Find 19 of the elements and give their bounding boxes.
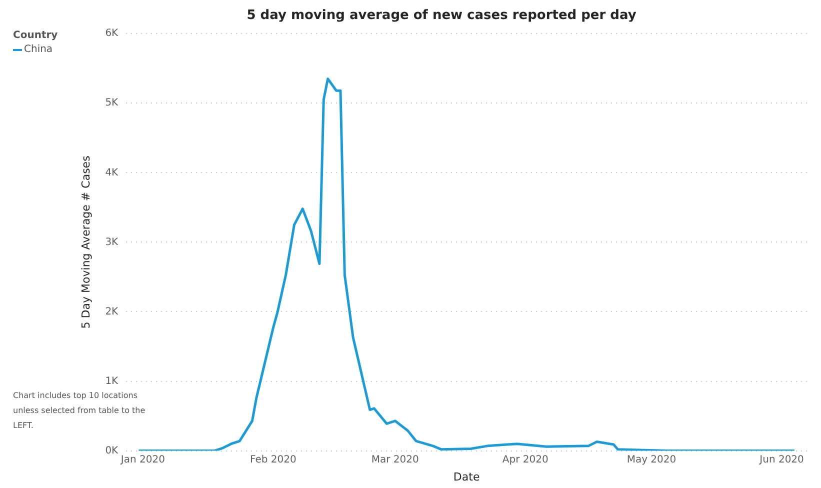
y-tick-label: 1K [105, 376, 119, 387]
x-tick-label: Mar 2020 [371, 454, 419, 466]
y-axis-title: 5 Day Moving Average # Cases [79, 155, 92, 329]
y-tick-label: 6K [105, 28, 119, 40]
y-tick-label: 0K [105, 445, 119, 456]
y-tick-label: 2K [105, 306, 119, 318]
x-axis-title: Date [453, 470, 480, 484]
x-tick-label: Feb 2020 [250, 454, 296, 466]
y-tick-label: 4K [105, 167, 119, 178]
legend-label: China [24, 44, 53, 55]
x-tick-label: Jun 2020 [758, 454, 804, 466]
annotation: Chart includes top 10 locations unless selected from table to the LEFT. [13, 390, 146, 432]
x-tick-label: Jan 2020 [120, 454, 165, 466]
legend-title: Country [13, 30, 58, 41]
x-tick-label: Apr 2020 [502, 454, 548, 466]
chart-title: 5 day moving average of new cases reported per day [246, 8, 637, 24]
y-tick-label: 5K [105, 98, 119, 109]
x-tick-label: May 2020 [626, 454, 676, 466]
y-tick-label: 3K [105, 236, 119, 248]
